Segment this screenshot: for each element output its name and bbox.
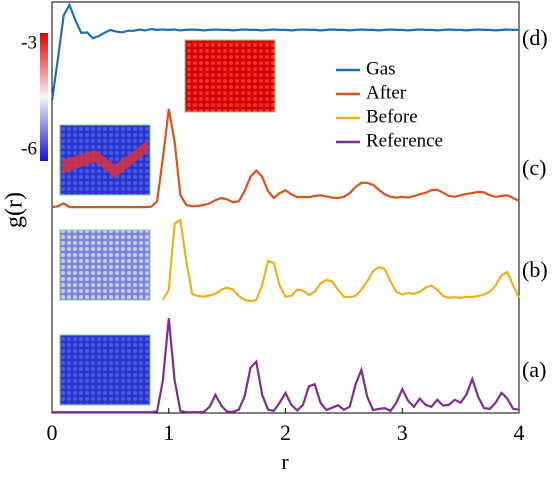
x-tick-label: 2 [280, 420, 291, 445]
inset-before [59, 229, 151, 301]
panel-label: (c) [522, 155, 546, 180]
x-tick-label: 4 [514, 420, 525, 445]
legend-label: Reference [366, 130, 443, 151]
colorbar-tick-label: -3 [21, 32, 37, 53]
legend-label: Gas [366, 58, 396, 79]
legend-label: After [366, 82, 407, 103]
inset-after [59, 124, 151, 196]
colorbar [40, 33, 48, 161]
panel-label: (a) [522, 357, 546, 382]
series-line [50, 2, 519, 101]
inset-gas [184, 39, 276, 113]
legend-label: Before [366, 106, 418, 127]
panel-label: (d) [522, 25, 548, 50]
y-axis-label: g(r) [2, 192, 28, 228]
series-line [161, 217, 520, 303]
x-tick-label: 1 [163, 420, 174, 445]
series-line [51, 108, 520, 209]
inset-reference [59, 334, 151, 406]
series-line [52, 317, 520, 414]
x-axis-label: r [281, 449, 289, 474]
x-tick-label: 0 [47, 420, 58, 445]
colorbar-tick-label: -6 [21, 138, 37, 159]
x-tick-label: 3 [397, 420, 408, 445]
panel-label: (b) [522, 257, 548, 282]
